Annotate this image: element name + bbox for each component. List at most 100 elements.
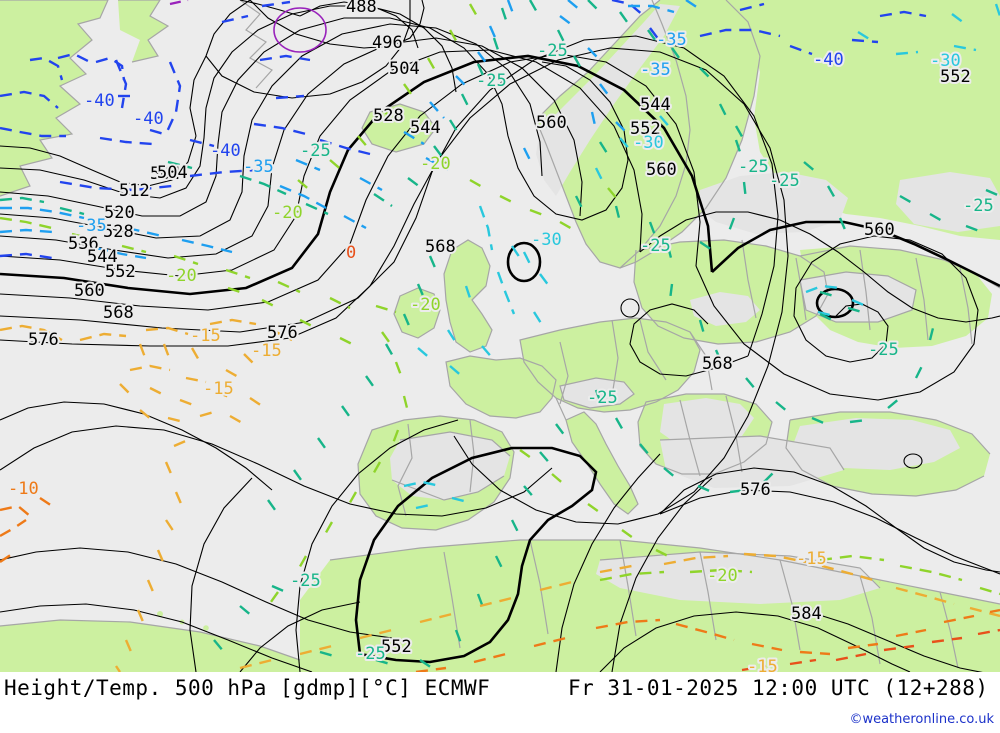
height-label-528: 528 xyxy=(373,106,404,126)
temp-label--25-halo: -25 xyxy=(769,171,800,191)
temp-label--35: -35 xyxy=(640,60,671,80)
temp-label--30-halo: -30 xyxy=(930,51,961,71)
height-label-536-halo: 536 xyxy=(68,234,99,254)
temp-label--30: -30 xyxy=(531,230,562,250)
height-label-568: 568 xyxy=(702,354,733,374)
temp-label--25: -25 xyxy=(868,340,899,360)
copyright-credit[interactable]: ©weatheronline.co.uk xyxy=(849,712,994,727)
temp-label--40-halo: -40 xyxy=(210,141,241,161)
temp-label--35-halo: -35 xyxy=(640,60,671,80)
temp-label--30: -30 xyxy=(633,133,664,153)
temp-label--25-halo: -25 xyxy=(868,340,899,360)
height-label-560-halo: 560 xyxy=(536,113,567,133)
temp-label--25-halo: -25 xyxy=(476,71,507,91)
height-label-528: 528 xyxy=(103,222,134,242)
temp-contours-layer xyxy=(0,0,1000,672)
temp-label--15: -15 xyxy=(190,326,221,346)
temp-label--25: -25 xyxy=(290,571,321,591)
temp-label--20-halo: -20 xyxy=(272,203,303,223)
temp-label--15-halo: -15 xyxy=(796,549,827,569)
footer-parameter-text: Height/Temp. 500 hPa [gdmp][°C] ECMWF xyxy=(4,676,491,700)
temp-label--25: -25 xyxy=(640,236,671,256)
height-label-560: 560 xyxy=(864,220,895,240)
footer-validtime-text: Fr 31-01-2025 12:00 UTC (12+288) xyxy=(568,676,989,700)
height-label-576: 576 xyxy=(267,323,298,343)
temp-label--25-halo: -25 xyxy=(290,571,321,591)
height-label-568: 568 xyxy=(425,237,456,257)
height-label-536: 536 xyxy=(68,234,99,254)
map-canvas[interactable]: 488 488 496 496 504 504 504 504 504 504 512 512 520 5… xyxy=(0,0,1000,672)
height-label-552-halo: 552 xyxy=(940,67,971,87)
temp-label--20-halo: -20 xyxy=(410,295,441,315)
height-label-576: 576 xyxy=(28,330,59,350)
height-label-544-halo: 544 xyxy=(410,118,441,138)
temp-label--35: -35 xyxy=(656,30,687,50)
height-label-568-halo: 568 xyxy=(103,303,134,323)
temp-label--10: -10 xyxy=(8,479,39,499)
low-centres-layer xyxy=(273,7,923,469)
height-label-504-halo: 504 xyxy=(150,164,181,184)
temp-label--25-halo: -25 xyxy=(537,41,568,61)
height-label-544: 544 xyxy=(640,95,671,115)
height-label-504-halo: 504 xyxy=(157,163,188,183)
height-label-504: 504 xyxy=(157,163,188,183)
temp-closed-m45 xyxy=(273,7,327,53)
temp-label--15-halo: -15 xyxy=(251,341,282,361)
temp-label--40: -40 xyxy=(84,91,115,111)
height-label-560-halo: 560 xyxy=(646,160,677,180)
height-label-568-halo: 568 xyxy=(702,354,733,374)
temp-label--5-halo: 0 xyxy=(346,243,356,263)
temp-label--25-halo: -25 xyxy=(963,196,994,216)
height-label-496-halo: 496 xyxy=(372,33,403,53)
temp-label--20-halo: -20 xyxy=(420,154,451,174)
temp-label--40: -40 xyxy=(210,141,241,161)
temp-label--25-halo: -25 xyxy=(640,236,671,256)
height-label-552-halo: 552 xyxy=(381,637,412,657)
height-label-504: 504 xyxy=(150,164,181,184)
temp-label--30-halo: -30 xyxy=(633,133,664,153)
height-label-520-halo: 520 xyxy=(104,203,135,223)
temp-label--20-halo: -20 xyxy=(166,266,197,286)
height-label-552: 552 xyxy=(940,67,971,87)
height-label-544: 544 xyxy=(87,247,118,267)
temp-label--20: -20 xyxy=(707,566,738,586)
height-label-512-halo: 512 xyxy=(119,181,150,201)
height-label-560: 560 xyxy=(536,113,567,133)
map-svg: 4884884964965045045045045045045125125205… xyxy=(0,0,1000,672)
height-label-576: 576 xyxy=(740,480,771,500)
temp-label--25: -25 xyxy=(769,171,800,191)
temp-label--15-halo: -15 xyxy=(190,326,221,346)
temp-label--40-halo: -40 xyxy=(133,109,164,129)
low-circle-north-sea xyxy=(506,241,542,283)
height-label-504: 504 xyxy=(389,59,420,79)
height-label-528-halo: 528 xyxy=(103,222,134,242)
temp-label--20: -20 xyxy=(272,203,303,223)
temp-label--25: -25 xyxy=(355,644,386,664)
temp-label--15-halo: -15 xyxy=(747,657,778,672)
height-label-488-halo: 488 xyxy=(346,0,377,17)
temp-label--25: -25 xyxy=(738,157,769,177)
borders-layer xyxy=(0,0,1000,669)
temp-label--15: -15 xyxy=(796,549,827,569)
low-circle-black-sea xyxy=(815,287,855,319)
terrain-grey-layer xyxy=(390,4,1000,604)
height-label-560-halo: 560 xyxy=(74,281,105,301)
low-circle-turkey xyxy=(903,453,923,469)
height-label-576-halo: 576 xyxy=(740,480,771,500)
height-label-560: 560 xyxy=(74,281,105,301)
height-label-520: 520 xyxy=(104,203,135,223)
height-label-552-halo: 552 xyxy=(630,119,661,139)
height-label-488: 488 xyxy=(346,0,377,17)
height-label-560-halo: 560 xyxy=(864,220,895,240)
height-label-504-halo: 504 xyxy=(389,59,420,79)
temp-label--40-halo: -40 xyxy=(84,91,115,111)
height-contours-layer xyxy=(0,0,1000,672)
temp-label--25: -25 xyxy=(476,71,507,91)
temp-label--5: 0 xyxy=(346,243,356,263)
temp-label--35-halo: -35 xyxy=(76,216,107,236)
height-label-576-halo: 576 xyxy=(28,330,59,350)
height-label-512: 512 xyxy=(119,181,150,201)
height-label-560: 560 xyxy=(646,160,677,180)
temp-label--20-halo: -20 xyxy=(707,566,738,586)
